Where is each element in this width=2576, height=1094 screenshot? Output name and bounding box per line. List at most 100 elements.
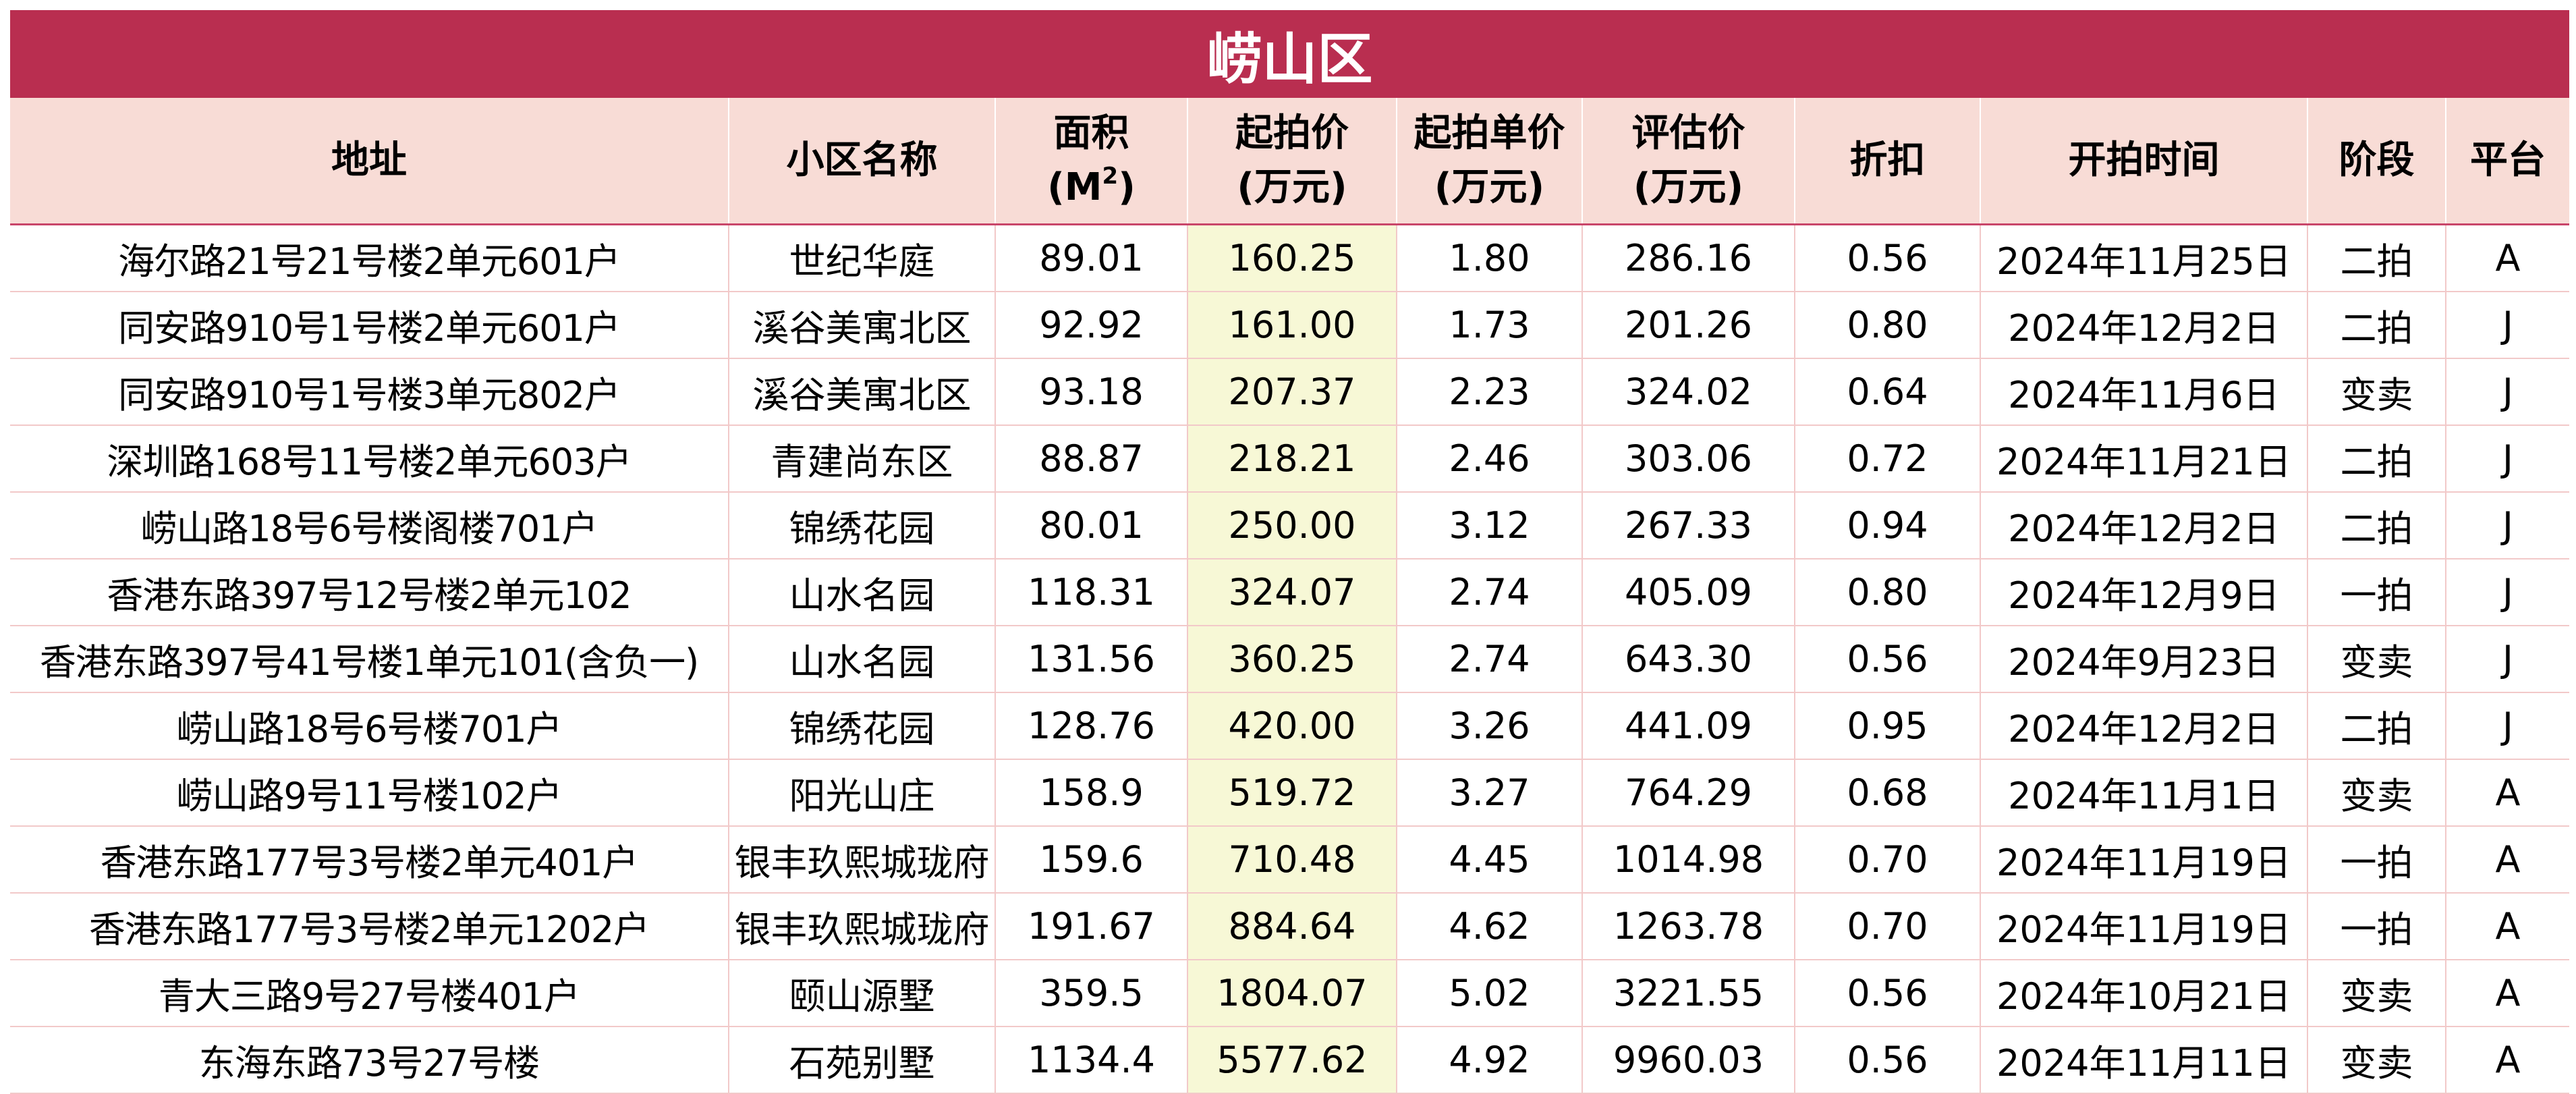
cell-addr: 香港东路177号3号楼2单元1202户 bbox=[10, 893, 729, 960]
cell-name: 锦绣花园 bbox=[729, 692, 996, 760]
column-header-disc: 折扣 bbox=[1795, 98, 1981, 225]
auction-table: 地址 小区名称 面积 (M2) 起拍价 (万元) 起拍单价 (万元) 评估价 (万元) 折扣 开拍时间… bbox=[10, 98, 2569, 1094]
table-row: 东海东路73号27号楼 石苑别墅 1134.4 5577.62 4.92 9960.03 0… bbox=[10, 1027, 2569, 1094]
cell-area: 89.01 bbox=[995, 224, 1188, 292]
column-header-eval: 评估价 (万元) bbox=[1582, 98, 1795, 225]
cell-stage: 一拍 bbox=[2307, 559, 2446, 626]
cell-disc: 0.94 bbox=[1795, 492, 1981, 559]
cell-time: 2024年12月2日 bbox=[1980, 692, 2308, 760]
cell-addr: 香港东路397号41号楼1单元101(含负一) bbox=[10, 626, 729, 693]
cell-disc: 0.56 bbox=[1795, 224, 1981, 292]
cell-price: 160.25 bbox=[1187, 224, 1397, 292]
cell-disc: 0.80 bbox=[1795, 292, 1981, 359]
cell-area: 93.18 bbox=[995, 358, 1188, 426]
column-header-addr: 地址 bbox=[10, 98, 729, 225]
cell-stage: 二拍 bbox=[2307, 292, 2446, 359]
cell-name: 溪谷美寓北区 bbox=[729, 358, 996, 426]
cell-eval: 764.29 bbox=[1582, 759, 1795, 827]
cell-plat: A bbox=[2446, 759, 2569, 827]
cell-plat: A bbox=[2446, 224, 2569, 292]
cell-addr: 崂山路18号6号楼阁楼701户 bbox=[10, 492, 729, 559]
column-header-label: 阶段 bbox=[2339, 138, 2415, 182]
table-row: 同安路910号1号楼2单元601户 溪谷美寓北区 92.92 161.00 1.73 20… bbox=[10, 292, 2569, 359]
cell-plat: J bbox=[2446, 692, 2569, 760]
cell-unit: 1.73 bbox=[1397, 292, 1583, 359]
cell-eval: 324.02 bbox=[1582, 358, 1795, 426]
cell-eval: 303.06 bbox=[1582, 425, 1795, 493]
cell-time: 2024年12月2日 bbox=[1980, 292, 2308, 359]
table-row: 香港东路177号3号楼2单元401户 银丰玖熙城珑府 159.6 710.48 4.45… bbox=[10, 826, 2569, 894]
column-header-unit: (万元) bbox=[1434, 165, 1545, 209]
cell-eval: 441.09 bbox=[1582, 692, 1795, 760]
table-row: 深圳路168号11号楼2单元603户 青建尚东区 88.87 218.21 2.46 30… bbox=[10, 425, 2569, 493]
column-header-time: 开拍时间 bbox=[1980, 98, 2308, 225]
cell-disc: 0.70 bbox=[1795, 826, 1981, 894]
column-header-label: 评估价 bbox=[1631, 111, 1745, 155]
cell-name: 阳光山庄 bbox=[729, 759, 996, 827]
column-header-unit: (万元) bbox=[1237, 165, 1347, 209]
cell-plat: J bbox=[2446, 425, 2569, 493]
cell-stage: 二拍 bbox=[2307, 492, 2446, 559]
cell-eval: 1014.98 bbox=[1582, 826, 1795, 894]
cell-stage: 二拍 bbox=[2307, 425, 2446, 493]
column-header-label: 小区名称 bbox=[786, 138, 938, 182]
cell-area: 80.01 bbox=[995, 492, 1188, 559]
cell-eval: 405.09 bbox=[1582, 559, 1795, 626]
cell-addr: 香港东路177号3号楼2单元401户 bbox=[10, 826, 729, 894]
cell-eval: 267.33 bbox=[1582, 492, 1795, 559]
cell-time: 2024年11月6日 bbox=[1980, 358, 2308, 426]
cell-unit: 4.45 bbox=[1397, 826, 1583, 894]
cell-stage: 二拍 bbox=[2307, 692, 2446, 760]
column-header-unit: 起拍单价 (万元) bbox=[1397, 98, 1583, 225]
cell-stage: 变卖 bbox=[2307, 960, 2446, 1027]
cell-area: 131.56 bbox=[995, 626, 1188, 693]
cell-area: 191.67 bbox=[995, 893, 1188, 960]
cell-name: 银丰玖熙城珑府 bbox=[729, 893, 996, 960]
cell-stage: 一拍 bbox=[2307, 893, 2446, 960]
cell-time: 2024年9月23日 bbox=[1980, 626, 2308, 693]
column-header-area: 面积 (M2) bbox=[995, 98, 1188, 225]
cell-plat: J bbox=[2446, 559, 2569, 626]
column-header-label: 平台 bbox=[2470, 138, 2546, 182]
cell-stage: 二拍 bbox=[2307, 224, 2446, 292]
cell-price: 250.00 bbox=[1187, 492, 1397, 559]
column-header-plat: 平台 bbox=[2446, 98, 2569, 225]
cell-unit: 1.80 bbox=[1397, 224, 1583, 292]
cell-disc: 0.68 bbox=[1795, 759, 1981, 827]
sheet-title: 崂山区 bbox=[10, 10, 2569, 98]
cell-time: 2024年12月2日 bbox=[1980, 492, 2308, 559]
table-row: 同安路910号1号楼3单元802户 溪谷美寓北区 93.18 207.37 2.23 32… bbox=[10, 358, 2569, 426]
cell-plat: J bbox=[2446, 358, 2569, 426]
cell-addr: 海尔路21号21号楼2单元601户 bbox=[10, 224, 729, 292]
cell-time: 2024年11月11日 bbox=[1980, 1027, 2308, 1094]
cell-disc: 0.95 bbox=[1795, 692, 1981, 760]
cell-disc: 0.80 bbox=[1795, 559, 1981, 626]
cell-unit: 2.46 bbox=[1397, 425, 1583, 493]
cell-plat: J bbox=[2446, 292, 2569, 359]
table-row: 崂山路18号6号楼阁楼701户 锦绣花园 80.01 250.00 3.12 267.33… bbox=[10, 492, 2569, 559]
column-header-label: 开拍时间 bbox=[2068, 138, 2220, 182]
cell-unit: 4.92 bbox=[1397, 1027, 1583, 1094]
column-header-label: 起拍价 bbox=[1235, 111, 1349, 155]
cell-price: 360.25 bbox=[1187, 626, 1397, 693]
cell-plat: J bbox=[2446, 626, 2569, 693]
cell-name: 银丰玖熙城珑府 bbox=[729, 826, 996, 894]
cell-eval: 286.16 bbox=[1582, 224, 1795, 292]
cell-area: 118.31 bbox=[995, 559, 1188, 626]
cell-addr: 青大三路9号27号楼401户 bbox=[10, 960, 729, 1027]
column-header-label: 地址 bbox=[331, 138, 407, 182]
cell-eval: 643.30 bbox=[1582, 626, 1795, 693]
cell-time: 2024年11月19日 bbox=[1980, 893, 2308, 960]
cell-name: 山水名园 bbox=[729, 559, 996, 626]
table-row: 香港东路177号3号楼2单元1202户 银丰玖熙城珑府 191.67 884.64 4.… bbox=[10, 893, 2569, 960]
table-row: 香港东路397号12号楼2单元102 山水名园 118.31 324.07 2.74 40… bbox=[10, 559, 2569, 626]
cell-unit: 3.27 bbox=[1397, 759, 1583, 827]
column-header-stage: 阶段 bbox=[2307, 98, 2446, 225]
cell-time: 2024年10月21日 bbox=[1980, 960, 2308, 1027]
cell-unit: 3.12 bbox=[1397, 492, 1583, 559]
cell-area: 158.9 bbox=[995, 759, 1188, 827]
cell-area: 1134.4 bbox=[995, 1027, 1188, 1094]
cell-disc: 0.56 bbox=[1795, 626, 1981, 693]
cell-name: 青建尚东区 bbox=[729, 425, 996, 493]
cell-name: 锦绣花园 bbox=[729, 492, 996, 559]
